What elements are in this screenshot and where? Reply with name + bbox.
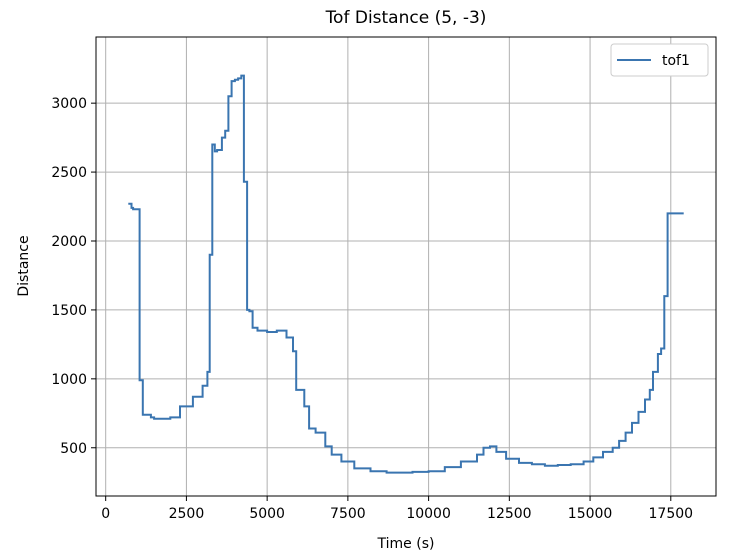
x-tick-label-1: 2500 [169,506,205,522]
plot-frame [95,36,717,497]
y-tick-label-3: 2000 [51,234,87,250]
y-tick-label-5: 3000 [51,96,87,112]
y-axis-label: Distance [16,235,32,296]
x-tick-label-4: 10000 [406,506,451,522]
series-line-tof1 [128,74,684,474]
x-tick-label-0: 0 [101,506,110,522]
chart-title: Tof Distance (5, -3) [325,8,487,28]
y-tick-label-4: 2500 [51,165,87,181]
x-axis-label: Time (s) [377,536,435,552]
y-tick-label-1: 1000 [51,372,87,388]
x-tick-label-3: 7500 [330,506,366,522]
y-tick-label-2: 1500 [51,303,87,319]
legend-box [610,43,709,77]
axis-ticks: 0 2500 5000 7500 10000 12500 15000 17500 500 1000… [51,96,693,522]
y-tick-label-0: 500 [60,441,87,457]
x-tick-label-7: 17500 [649,506,694,522]
x-tick-label-2: 5000 [249,506,285,522]
grid-lines [96,37,716,496]
legend-label-tof1: tof1 [662,53,690,69]
legend: tof1 [610,43,709,77]
x-tick-label-6: 15000 [568,506,613,522]
series-layer [128,74,684,474]
x-tick-label-5: 12500 [487,506,532,522]
